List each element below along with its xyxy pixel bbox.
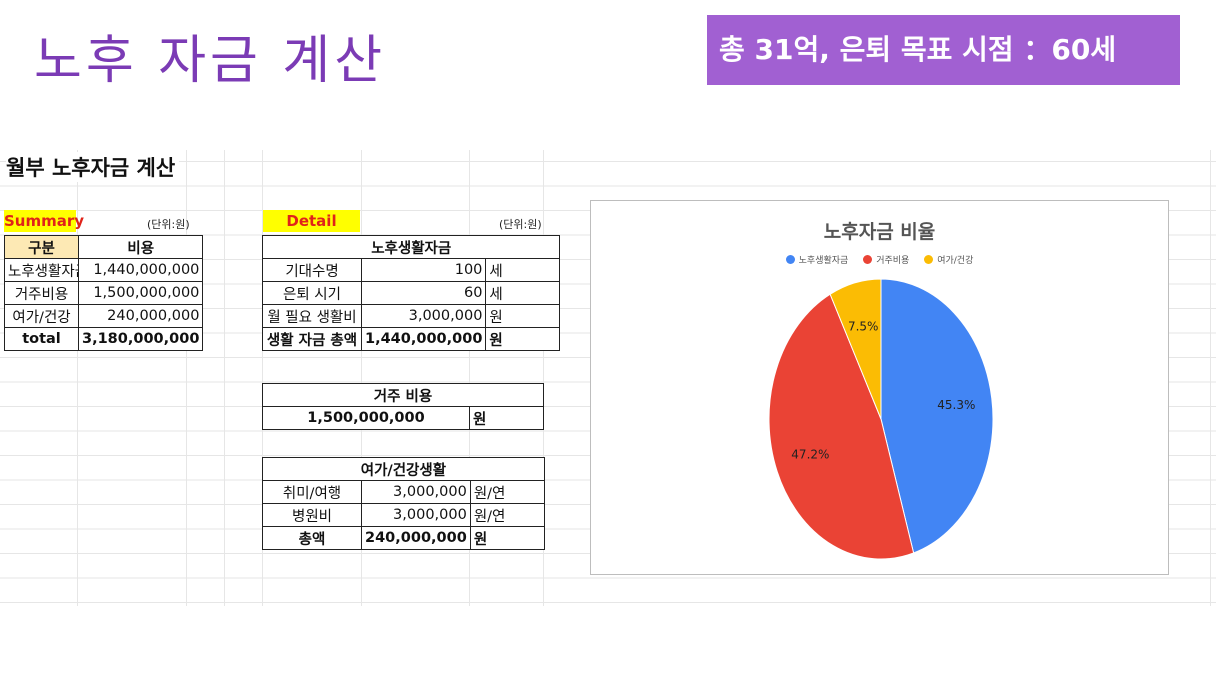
sheet-title: 월부 노후자금 계산 [6,152,180,182]
chart-title: 노후자금 비율 [823,221,936,243]
row-label: 노후생활자금 [4,258,79,282]
row-label: 생활 자금 총액 [262,327,362,351]
legend-item: 노후생활자금 [785,255,849,266]
pie-chart[interactable]: 노후자금 비율 노후생활자금 거주비용 여가/건강 45.3% 47.2% 7.5% [590,200,1169,575]
section-header: 거주 비용 [262,383,544,407]
slice-living-fund[interactable] [880,278,994,554]
row-unit: 세 [485,281,561,305]
detail-unit: (단위:원) [499,218,542,231]
row-label: 취미/여행 [262,480,362,504]
row-value: 3,180,000,000 [77,327,204,351]
grid-column-line [361,150,362,606]
table-row: 1,500,000,000 원 [262,406,544,430]
summary-unit: (단위:원) [147,218,190,231]
slice-leisure[interactable] [829,278,882,420]
row-value: 240,000,000 [361,526,471,550]
table-row: 노후생활자금 1,440,000,000 [4,258,204,282]
row-label: 월 필요 생활비 [262,304,362,328]
grid-column-line [262,150,263,606]
chart-legend: 노후생활자금 거주비용 여가/건강 [591,253,1168,266]
summary-tag: Summary [4,210,85,232]
legend-swatch-red [863,255,873,264]
grid-column-line [224,150,225,606]
row-label: 여가/건강 [4,304,79,328]
row-value: 3,000,000 [361,503,471,527]
table-row: 여가/건강 240,000,000 [4,304,204,328]
table-row: total 3,180,000,000 [4,327,204,351]
row-unit: 원 [485,304,561,328]
row-value: 1,440,000,000 [77,258,204,282]
table-row: 생활 자금 총액 1,440,000,000 원 [262,327,561,351]
row-unit: 원 [469,526,545,550]
grid-column-line [77,150,78,606]
table-header-row: 여가/건강생활 [262,457,545,481]
table-row: 은퇴 시기 60 세 [262,281,561,305]
detail-tag: Detail [263,210,360,232]
table-row: 거주비용 1,500,000,000 [4,281,204,305]
housing-table: 거주 비용 1,500,000,000 원 [262,383,544,430]
table-header-row: 노후생활자금 [261,235,561,259]
row-value: 60 [360,281,487,305]
row-value: 3,000,000 [360,304,487,328]
legend-swatch-yellow [924,255,934,264]
summary-table: 구분 비용 노후생활자금 1,440,000,000 거주비용 1,500,00… [4,235,204,351]
slice-housing[interactable] [768,293,915,560]
row-unit: 세 [485,258,561,282]
row-value: 240,000,000 [77,304,204,328]
table-row: 총액 240,000,000 원 [262,526,545,550]
grid-column-line [469,150,470,606]
row-label: 병원비 [262,503,362,527]
table-row: 취미/여행 3,000,000 원/연 [262,480,545,504]
legend-swatch-blue [785,255,795,264]
page-title: 노후 자금 계산 [34,31,387,91]
row-unit: 원 [485,327,561,351]
table-row: 병원비 3,000,000 원/연 [262,503,545,527]
leisure-table: 여가/건강생활 취미/여행 3,000,000 원/연 병원비 3,000,00… [262,457,545,550]
table-header-row: 구분 비용 [4,235,204,259]
pie-plot: 45.3% 47.2% 7.5% [768,278,994,560]
section-header: 여가/건강생활 [262,457,545,481]
grid-column-line [186,150,187,606]
row-label: 거주비용 [4,281,79,305]
table-row: 기대수명 100 세 [262,258,561,282]
goal-badge: 총 31억, 은퇴 목표 시점 ：60세 [707,15,1180,85]
slice-value-label: 47.2% [791,448,829,462]
slice-value-label: 45.3% [937,398,975,412]
legend-label: 노후생활자금 [798,256,849,266]
legend-item: 거주비용 [863,255,910,266]
column-header: 구분 [4,235,79,259]
row-unit: 원/연 [469,503,545,527]
column-header: 비용 [77,235,204,259]
row-value: 1,500,000,000 [262,406,470,430]
legend-label: 거주비용 [876,256,910,266]
row-label: 은퇴 시기 [262,281,362,305]
row-value: 1,440,000,000 [360,327,487,351]
table-row: 월 필요 생활비 3,000,000 원 [262,304,561,328]
row-unit: 원 [469,406,544,430]
row-value: 1,500,000,000 [77,281,204,305]
grid-column-line [1210,150,1211,606]
row-value: 100 [360,258,487,282]
row-label: 총액 [262,526,362,550]
legend-label: 여가/건강 [937,256,974,266]
section-header: 노후생활자금 [261,235,561,259]
living-fund-table: 노후생활자금 기대수명 100 세 은퇴 시기 60 세 월 필요 생활비 3,… [261,235,561,351]
row-unit: 원/연 [469,480,545,504]
grid-column-line [543,150,544,606]
table-header-row: 거주 비용 [262,383,544,407]
legend-item: 여가/건강 [924,255,974,266]
slice-value-label: 7.5% [848,319,879,333]
row-value: 3,000,000 [361,480,471,504]
row-label: total [4,327,79,351]
row-label: 기대수명 [262,258,362,282]
